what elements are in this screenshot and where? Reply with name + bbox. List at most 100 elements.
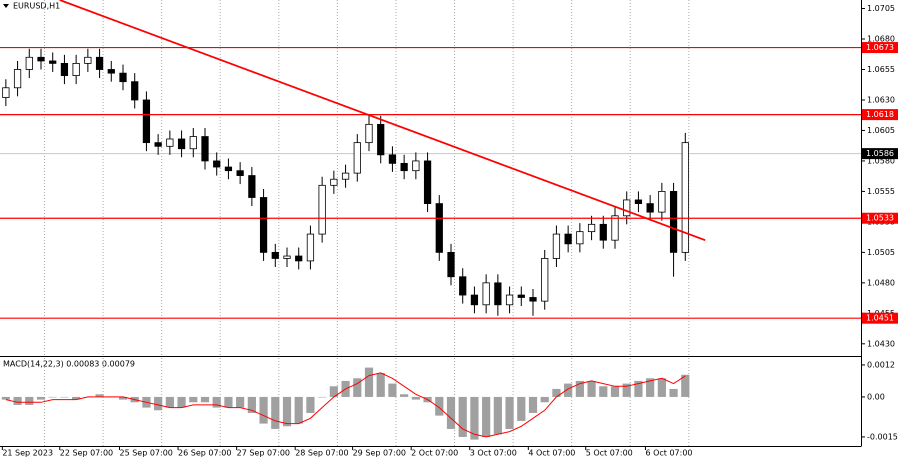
signal-line — [5, 372, 686, 438]
candle-body — [681, 142, 689, 253]
candle-body — [248, 175, 256, 198]
last-price-box — [862, 148, 898, 160]
macd-bar — [493, 396, 502, 435]
macd-bar — [353, 378, 362, 397]
macd-bar — [259, 396, 268, 424]
macd-bar — [212, 396, 221, 408]
candle-body — [95, 56, 104, 70]
candle-body — [634, 199, 643, 205]
candle-body — [435, 203, 443, 253]
macd-bar — [48, 396, 57, 398]
level-label-box — [862, 42, 898, 54]
y-tick-label: 1.0705 — [867, 4, 895, 13]
candle-body — [412, 160, 420, 172]
macd-bar — [505, 396, 514, 429]
macd-bar — [657, 378, 666, 397]
candle-body — [189, 136, 197, 150]
candle-body — [646, 203, 654, 213]
macd-bar — [411, 396, 420, 400]
macd-bar — [446, 396, 456, 429]
candle-body — [517, 294, 525, 298]
candle-body — [13, 69, 22, 89]
x-tick-label: 27 Sep 07:00 — [237, 449, 290, 458]
candle-body — [505, 294, 514, 306]
macd-bar — [646, 378, 655, 397]
x-tick-label: 29 Sep 07:00 — [353, 449, 406, 458]
candle-body — [529, 297, 537, 302]
macd-bar — [247, 396, 256, 413]
macd-title: MACD(14,22,3) 0.00083 0.00079 — [3, 360, 135, 369]
candle-body — [60, 62, 69, 76]
level-label-box — [862, 312, 898, 324]
candle-body — [330, 178, 338, 186]
candle-body — [611, 215, 619, 241]
candle-body — [669, 191, 678, 253]
candle-body — [377, 123, 385, 156]
y-tick-label: 0.00 — [867, 392, 885, 401]
candle-body — [295, 255, 303, 262]
macd-bar — [294, 396, 303, 424]
symbol-menu-arrow[interactable] — [3, 4, 9, 8]
x-tick-label: 4 Oct 07:00 — [528, 449, 575, 458]
candle-body — [213, 160, 221, 168]
candle-body — [341, 172, 350, 180]
y-tick-label: 1.0655 — [867, 65, 895, 74]
level-label: 1.0533 — [866, 214, 894, 223]
candle-body — [564, 233, 572, 245]
candle-body — [177, 138, 186, 150]
y-tick-label: 1.0505 — [867, 248, 895, 257]
candle-body — [84, 56, 92, 64]
macd-bar — [60, 396, 69, 398]
macd-bar — [458, 396, 467, 437]
macd-bar — [25, 396, 34, 405]
candle-body — [142, 99, 151, 144]
x-tick-label: 21 Sep 2023 — [2, 449, 53, 458]
x-tick-label: 28 Sep 07:00 — [295, 449, 348, 458]
y-tick-label: 1.0605 — [867, 126, 895, 135]
macd-bar — [634, 380, 643, 397]
macd-bar — [435, 396, 444, 416]
trendline — [59, 0, 706, 242]
candle-body — [388, 154, 397, 164]
macd-bar — [564, 383, 573, 397]
macd-bar — [376, 372, 385, 397]
macd-bar — [517, 396, 526, 421]
y-tick-label: 1.0430 — [867, 339, 895, 348]
candle-body — [201, 136, 209, 162]
macd-bar — [200, 396, 210, 403]
candle-body — [541, 258, 549, 302]
candle-body — [49, 60, 57, 64]
candle-body — [365, 123, 373, 144]
macd-bar — [552, 388, 561, 397]
candle-body — [283, 255, 291, 259]
macd-bar — [610, 386, 620, 397]
symbol-title: EURUSD,H1 — [13, 2, 60, 11]
candle-body — [119, 72, 127, 83]
macd-bar — [189, 396, 198, 403]
candle-body — [423, 160, 432, 205]
macd-bar — [154, 396, 163, 411]
macd-bar — [236, 396, 245, 408]
macd-bar — [599, 386, 608, 397]
candle-body — [259, 197, 268, 253]
candle-body — [400, 162, 408, 172]
candle-body — [25, 56, 33, 70]
y-tick-label: 1.0555 — [867, 187, 895, 196]
macd-bar — [364, 367, 374, 397]
macd-bar — [306, 396, 315, 413]
candle-body — [623, 199, 631, 217]
x-tick-label: 5 Oct 07:00 — [586, 449, 633, 458]
candle-body — [576, 231, 584, 245]
macd-bar — [575, 380, 584, 397]
candle-body — [587, 223, 596, 233]
macd-bar — [540, 396, 549, 403]
macd-bar — [528, 396, 538, 413]
macd-bar — [13, 396, 22, 405]
candle-body — [658, 191, 666, 213]
level-label-box — [862, 109, 898, 121]
macd-bar — [622, 383, 631, 397]
x-tick-label: 3 Oct 07:00 — [470, 449, 517, 458]
macd-bar — [587, 380, 596, 397]
